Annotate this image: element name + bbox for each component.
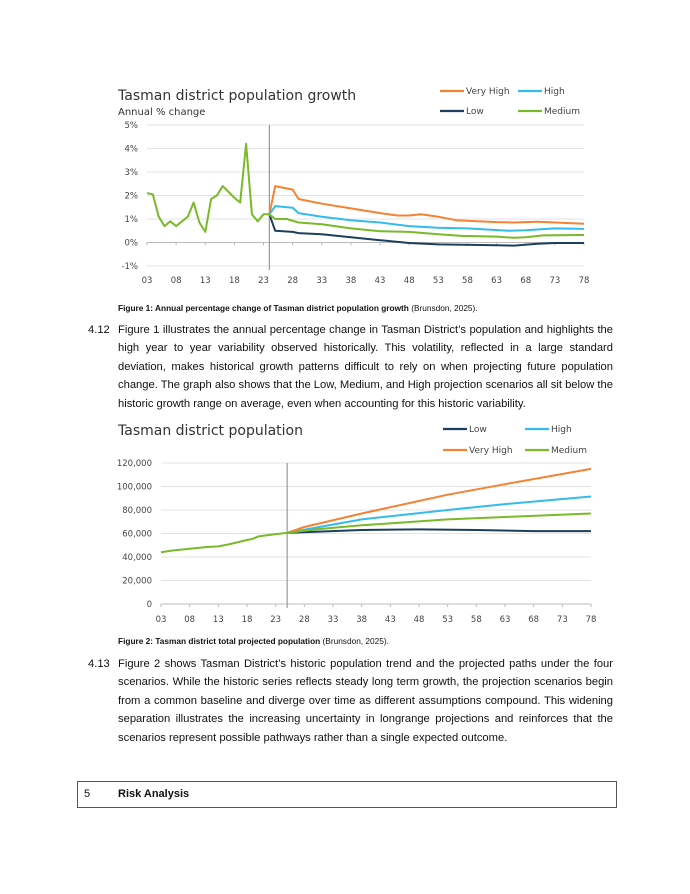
figure2-caption: Figure 2: Tasman district total projecte… (118, 636, 389, 646)
figure2-caption-source: (Brunsdon, 2025). (320, 636, 389, 646)
series-line-low (268, 213, 584, 247)
x-tick-label: 18 (242, 615, 253, 625)
paragraph-number: 4.13 (88, 658, 110, 670)
y-tick-label: 100,000 (117, 483, 152, 493)
y-tick-label: 60,000 (122, 530, 152, 540)
x-tick-label: 33 (328, 615, 339, 625)
paragraph-text: Figure 2 shows Tasman District’s histori… (118, 658, 613, 744)
section-heading-row: 5 Risk Analysis (77, 781, 617, 808)
y-tick-label: 20,000 (122, 577, 152, 587)
x-tick-label: 68 (520, 276, 531, 286)
x-tick-label: 18 (229, 276, 240, 286)
x-tick-label: 48 (404, 276, 415, 286)
figure1-caption-title: Figure 1: Annual percentage change of Ta… (118, 303, 409, 313)
y-tick-label: 0% (125, 239, 139, 249)
series-line-high (268, 205, 585, 232)
x-tick-label: 28 (299, 615, 310, 625)
chart-title: Tasman district population (117, 423, 303, 439)
y-tick-label: 40,000 (122, 553, 152, 563)
chart-total-population: Tasman district population 120,000 100,000… (110, 415, 610, 635)
series-line-medium (146, 142, 585, 239)
y-tick-label: 1% (125, 215, 139, 225)
x-tick-label: 13 (200, 276, 211, 286)
x-tick-label: 23 (270, 615, 281, 625)
legend-label: High (544, 87, 565, 97)
section-title: Risk Analysis (118, 788, 190, 800)
x-tick-label: 78 (586, 615, 597, 625)
x-tick-label: 58 (462, 276, 473, 286)
legend-label: Medium (544, 107, 580, 117)
legend-label: Low (469, 425, 487, 435)
series-line-medium (160, 512, 592, 554)
x-tick-label: 38 (346, 276, 357, 286)
series-line-low (287, 528, 591, 534)
x-tick-label: 73 (549, 276, 560, 286)
x-tick-label: 38 (356, 615, 367, 625)
x-tick-label: 23 (258, 276, 269, 286)
x-tick-label: 08 (184, 615, 195, 625)
x-tick-label: 03 (156, 615, 167, 625)
x-tick-label: 53 (442, 615, 453, 625)
x-tick-label: 53 (433, 276, 444, 286)
y-tick-label: 3% (125, 168, 139, 178)
paragraph-text: Figure 1 illustrates the annual percenta… (118, 324, 613, 410)
x-tick-label: 63 (500, 615, 511, 625)
y-axis-label: Annual % change (118, 107, 205, 118)
y-tick-label: 4% (125, 145, 139, 155)
series-line-very-high (286, 467, 592, 534)
legend-label: High (551, 425, 572, 435)
section-number: 5 (84, 788, 91, 800)
legend-label: Very High (466, 87, 510, 97)
x-tick-label: 58 (471, 615, 482, 625)
x-tick-label: 13 (213, 615, 224, 625)
x-tick-label: 63 (491, 276, 502, 286)
y-tick-label: 5% (125, 121, 139, 131)
chart-svg: Tasman district population growth Annual … (117, 87, 590, 286)
x-tick-label: 03 (142, 276, 153, 286)
figure2-caption-title: Figure 2: Tasman district total projecte… (118, 636, 321, 646)
x-tick-label: 78 (579, 276, 590, 286)
chart-title: Tasman district population growth (117, 88, 356, 104)
chart-svg: Tasman district population 120,000 100,000… (117, 423, 597, 625)
x-tick-label: 73 (557, 615, 568, 625)
legend-label: Very High (469, 446, 513, 456)
y-tick-label: -1% (121, 262, 138, 272)
y-tick-label: 80,000 (122, 506, 152, 516)
x-tick-label: 43 (385, 615, 396, 625)
paragraph-4-12: 4.12 Figure 1 illustrates the annual per… (88, 321, 613, 413)
y-tick-label: 2% (125, 192, 139, 202)
y-tick-label: 120,000 (117, 459, 152, 469)
x-tick-label: 68 (528, 615, 539, 625)
x-tick-label: 43 (375, 276, 386, 286)
x-tick-label: 33 (316, 276, 327, 286)
y-tick-label: 0 (147, 600, 152, 610)
series-line-high (286, 495, 592, 534)
x-tick-label: 08 (171, 276, 182, 286)
x-tick-label: 28 (287, 276, 298, 286)
series-line-very-high (268, 185, 585, 225)
x-tick-label: 48 (414, 615, 425, 625)
figure1-caption: Figure 1: Annual percentage change of Ta… (118, 303, 478, 313)
legend-label: Medium (551, 446, 587, 456)
chart-annual-growth: Tasman district population growth Annual … (110, 80, 610, 300)
legend-label: Low (466, 107, 484, 117)
figure1-caption-source: (Brunsdon, 2025). (408, 303, 478, 313)
paragraph-4-13: 4.13 Figure 2 shows Tasman District’s hi… (88, 655, 613, 747)
paragraph-number: 4.12 (88, 324, 110, 336)
